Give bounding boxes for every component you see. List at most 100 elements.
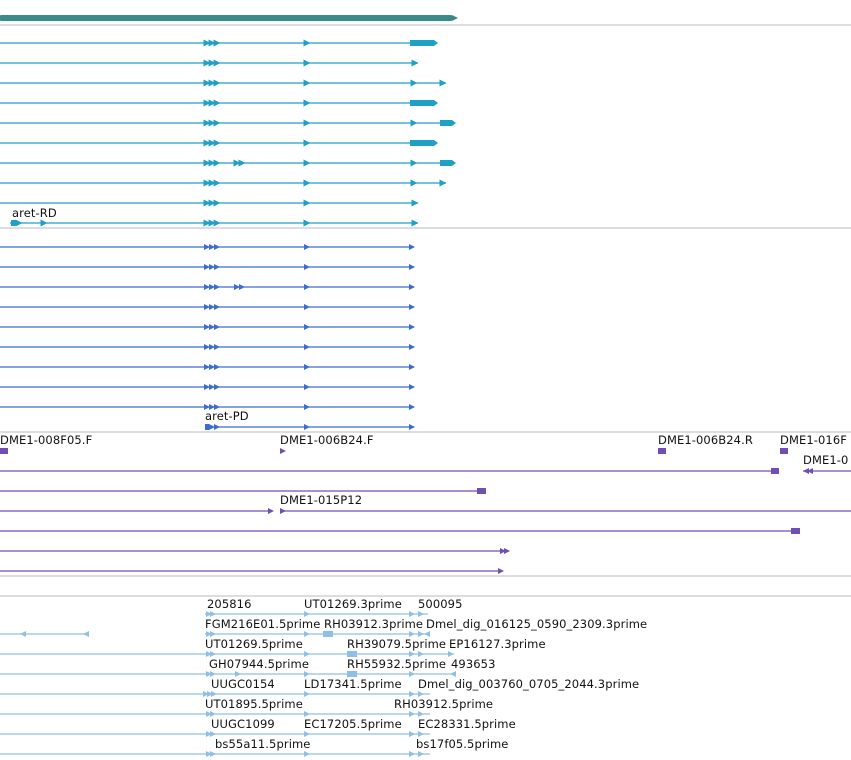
est-label[interactable]: EP16127.3prime <box>449 637 546 651</box>
est-label[interactable]: EC17205.5prime <box>304 717 402 731</box>
exon-block <box>323 631 333 637</box>
exon-arrow <box>213 159 221 167</box>
est-label[interactable]: RH55932.5prime <box>347 657 447 671</box>
exon-arrow <box>434 100 438 106</box>
exon-arrow <box>239 284 245 290</box>
exon-arrow <box>410 119 418 127</box>
exon-arrow <box>214 384 220 390</box>
exon-arrow <box>304 424 310 430</box>
exon-arrow <box>209 304 215 310</box>
exon-arrow <box>209 364 215 370</box>
exon-arrow <box>235 671 241 677</box>
exon-arrow <box>409 404 415 410</box>
exon-arrow <box>409 751 415 757</box>
exon-arrow <box>206 671 212 677</box>
exon-arrow <box>410 159 418 167</box>
exon-arrow <box>210 731 216 737</box>
exon-arrow <box>214 324 220 330</box>
protein-label-aret-PD[interactable]: aret-PD <box>205 409 249 423</box>
est-label[interactable]: RH39079.5prime <box>347 637 447 651</box>
est-label[interactable]: UT01269.5prime <box>205 637 303 651</box>
exon-arrow <box>303 139 311 147</box>
exon-arrow <box>303 159 311 167</box>
est-label[interactable]: LD17341.5prime <box>304 677 402 691</box>
exon-arrow <box>213 59 221 67</box>
clone-label[interactable]: DME1-008F05.F <box>0 433 93 447</box>
exon-arrow <box>304 731 310 737</box>
est-label[interactable]: EC28331.5prime <box>418 717 516 731</box>
exon-arrow <box>434 40 438 46</box>
clone-label[interactable]: DME1-006B24.R <box>658 433 753 447</box>
exon-arrow <box>213 139 221 147</box>
exon-block <box>440 120 452 126</box>
exon-arrow <box>213 99 221 107</box>
clone-label[interactable]: DME1-006B24.F <box>280 433 374 447</box>
exon-arrow <box>424 631 430 637</box>
exon-arrow <box>204 284 210 290</box>
est-label[interactable]: GH07944.5prime <box>209 657 310 671</box>
est-label[interactable]: 500095 <box>418 597 463 611</box>
exon-arrow <box>303 39 311 47</box>
est-label[interactable]: UUGC1099 <box>211 717 275 731</box>
est-label[interactable]: UT01269.3prime <box>304 597 402 611</box>
exon-arrow <box>409 244 415 250</box>
exon-arrow <box>303 99 311 107</box>
est-label[interactable]: FGM216E01.5prime <box>205 617 321 631</box>
est-label[interactable]: bs17f05.5prime <box>416 737 509 751</box>
exon-arrow <box>280 448 286 454</box>
clone-label[interactable]: DME1-016F <box>780 433 847 447</box>
exon-arrow <box>268 508 274 514</box>
exon-arrow <box>214 364 220 370</box>
exon-arrow <box>203 39 211 47</box>
exon-arrow <box>206 711 212 717</box>
exon-arrow <box>206 731 212 737</box>
exon-arrow <box>434 140 438 146</box>
exon-arrow <box>411 59 419 67</box>
exon-arrow <box>214 284 220 290</box>
exon-arrow <box>304 324 310 330</box>
exon-arrow <box>439 179 447 187</box>
clone-end <box>791 528 800 534</box>
est-label[interactable]: Dmel_dig_016125_0590_2309.3prime <box>426 617 648 631</box>
est-label[interactable]: UT01895.5prime <box>205 697 303 711</box>
est-label[interactable]: bs55a11.5prime <box>215 737 311 751</box>
est-label[interactable]: RH03912.3prime <box>324 617 424 631</box>
transcript-label-aret-RD[interactable]: aret-RD <box>12 206 57 220</box>
exon-arrow <box>214 424 220 430</box>
est-label[interactable]: UUGC0154 <box>211 677 275 691</box>
exon-arrow <box>418 751 424 757</box>
exon-arrow <box>83 631 89 637</box>
exon-arrow <box>439 79 447 87</box>
exon-arrow <box>409 631 415 637</box>
exon-arrow <box>203 139 211 147</box>
exon-arrow <box>450 671 456 677</box>
clone-label[interactable]: DME1-0 <box>803 453 849 467</box>
exon-arrow <box>204 324 210 330</box>
exon-arrow <box>206 751 212 757</box>
est-label[interactable]: 493653 <box>451 657 496 671</box>
exon-arrow <box>409 424 415 430</box>
exon-arrow <box>209 324 215 330</box>
est-label[interactable]: RH03912.5prime <box>394 697 494 711</box>
clone-end <box>780 448 788 454</box>
est-label[interactable]: 205816 <box>207 597 252 611</box>
exon-arrow <box>304 711 310 717</box>
exon-arrow <box>409 284 415 290</box>
exon-block <box>440 160 452 166</box>
exon-arrow <box>409 611 415 617</box>
exon-arrow <box>409 264 415 270</box>
exon-arrow <box>304 364 310 370</box>
exon-arrow <box>206 651 212 657</box>
exon-arrow <box>209 384 215 390</box>
exon-arrow <box>409 711 415 717</box>
exon-arrow <box>209 424 215 430</box>
exon-arrow <box>452 120 456 126</box>
est-label[interactable]: Dmel_dig_003760_0705_2044.3prime <box>418 677 640 691</box>
exon-arrow <box>418 611 424 617</box>
exon-arrow <box>203 179 211 187</box>
exon-arrow <box>213 179 221 187</box>
clone-label[interactable]: DME1-015P12 <box>280 493 363 507</box>
exon-arrow <box>498 568 504 574</box>
